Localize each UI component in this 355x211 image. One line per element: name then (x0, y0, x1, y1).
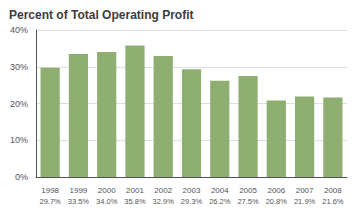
svg-text:2006: 2006 (267, 186, 285, 195)
svg-text:20.8%: 20.8% (266, 197, 288, 206)
svg-text:2004: 2004 (211, 186, 229, 195)
svg-text:33.5%: 33.5% (68, 197, 90, 206)
svg-text:27.5%: 27.5% (237, 197, 259, 206)
svg-text:2005: 2005 (239, 186, 257, 195)
svg-text:30%: 30% (10, 62, 28, 72)
svg-text:1999: 1999 (70, 186, 88, 195)
svg-text:21.6%: 21.6% (322, 197, 344, 206)
svg-text:1998: 1998 (41, 186, 59, 195)
svg-text:2008: 2008 (324, 186, 342, 195)
svg-text:0%: 0% (15, 172, 28, 182)
svg-text:20%: 20% (10, 99, 28, 109)
svg-text:32.9%: 32.9% (153, 197, 175, 206)
svg-text:34.0%: 34.0% (96, 197, 118, 206)
svg-text:2003: 2003 (183, 186, 201, 195)
svg-text:29.3%: 29.3% (181, 197, 203, 206)
svg-text:2000: 2000 (98, 186, 116, 195)
svg-text:2002: 2002 (154, 186, 172, 195)
svg-text:2001: 2001 (126, 186, 144, 195)
svg-text:10%: 10% (10, 135, 28, 145)
svg-text:Percent of Total Operating Pro: Percent of Total Operating Profit (9, 8, 193, 22)
svg-text:29.7%: 29.7% (39, 197, 61, 206)
svg-text:2007: 2007 (296, 186, 314, 195)
svg-text:35.8%: 35.8% (124, 197, 146, 206)
svg-text:21.9%: 21.9% (294, 197, 316, 206)
svg-text:26.2%: 26.2% (209, 197, 231, 206)
svg-text:40%: 40% (10, 25, 28, 35)
